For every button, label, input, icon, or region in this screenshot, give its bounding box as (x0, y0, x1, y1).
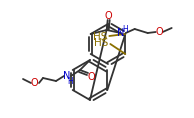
Text: HS: HS (93, 32, 107, 42)
Text: N: N (63, 71, 70, 81)
Text: O: O (87, 72, 95, 82)
Text: O: O (156, 27, 164, 37)
Text: H: H (123, 25, 128, 34)
Text: O: O (30, 78, 38, 88)
Text: O: O (105, 11, 113, 21)
Text: N: N (117, 28, 124, 38)
Text: HS: HS (94, 38, 108, 48)
Text: H: H (67, 76, 73, 86)
